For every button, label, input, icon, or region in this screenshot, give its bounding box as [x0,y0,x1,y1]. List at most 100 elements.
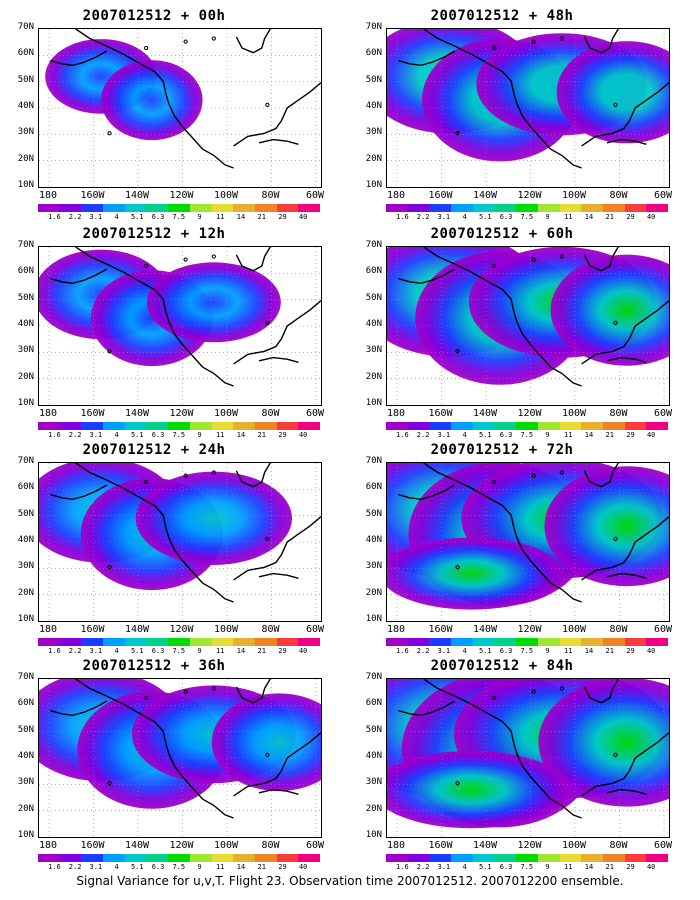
colorbar-swatch [211,854,234,862]
colorbar-label: 2.2 [68,863,82,871]
coastline [581,300,669,365]
colorbar-label: 1.6 [48,863,61,871]
panel-title: 2007012512 + 24h [82,442,226,458]
lat-tick-label: 30N [365,345,382,356]
lon-tick-label: 180 [386,624,406,635]
colorbar-swatch [407,422,430,430]
coastline [606,356,647,363]
coastline [258,138,299,145]
colorbar-label: 29 [626,863,635,871]
colorbar-label: 5.1 [130,647,144,655]
lat-tick-label: 40N [365,319,382,329]
panel-title: 2007012512 + 36h [82,658,226,674]
lon-tick-label: 60W [305,840,325,851]
colorbar-swatch [559,204,582,212]
colorbar-swatch [124,638,147,646]
colorbar-label: 29 [278,431,287,439]
colorbar-label: 29 [626,431,635,439]
colorbar-label: 7.5 [172,213,186,221]
colorbar-label: 11 [564,431,573,439]
coastline [423,247,582,387]
colorbar-swatch [472,204,495,212]
colorbar-label: 7.5 [172,863,186,871]
colorbar-label: 14 [236,863,246,871]
lat-tick-label: 60N [365,482,382,493]
lon-tick-label: 160W [80,624,105,635]
colorbar-label: 7.5 [520,647,534,655]
colorbar-swatch [211,204,234,212]
lon-tick-label: 60W [305,408,325,419]
lat-tick-label: 30N [17,777,34,788]
variance-region [544,466,669,587]
colorbar-swatch [211,422,234,430]
variance-region [211,693,321,792]
lon-tick-label: 140W [472,840,498,851]
coastline [398,268,456,285]
colorbar-swatch [276,854,299,862]
lon-tick-label: 140W [472,190,498,201]
colorbar-label: 9 [545,863,550,871]
colorbar-swatch [168,204,190,212]
lon-tick-label: 140W [124,840,150,851]
coastline [75,247,234,387]
colorbar-swatch [276,204,299,212]
coastline [235,29,271,54]
lon-tick-label: 120W [517,408,542,419]
colorbar-label: 6.3 [151,213,165,221]
colorbar-swatch [407,854,430,862]
colorbar-label: 3.1 [89,647,103,655]
colorbar-label: 29 [278,213,287,221]
coastline [581,82,669,147]
colorbar-label: 11 [216,863,225,871]
panel-title: 2007012512 + 00h [82,8,226,24]
colorbar-label: 6.3 [499,863,513,871]
colorbar-label: 21 [257,431,266,439]
variance-map [386,462,670,622]
coastline [581,516,669,581]
variance-map [386,678,670,838]
colorbar-label: 1.6 [48,431,61,439]
coastline [583,679,619,704]
lat-tick-label: 50N [365,724,382,735]
colorbar-label: 3.1 [437,213,451,221]
colorbar-swatch [451,638,473,646]
colorbar-label: 4 [462,431,467,439]
colorbar-swatch [559,854,582,862]
colorbar-swatch [276,638,299,646]
colorbar-label: 1.6 [396,431,409,439]
colorbar-label: 6.3 [151,863,165,871]
colorbar-label: 11 [216,213,225,221]
colorbar-label: 9 [197,863,202,871]
colorbar-label: 9 [545,213,550,221]
lat-tick-label: 50N [17,508,34,519]
map-panel: 2007012512 + 48h 70N 60N 50N 40N 30N 20N 10N 180… [352,8,672,221]
colorbar-label: 5.1 [478,863,492,871]
lat-tick-label: 60N [365,266,382,277]
colorbar-label: 2.2 [416,431,430,439]
colorbar-swatch [429,422,452,430]
colorbar-swatch [537,854,560,862]
lon-tick-label: 160W [428,840,453,851]
coastline [50,484,108,501]
colorbar-swatch [624,854,647,862]
lon-tick-label: 180 [38,190,58,201]
coastline [398,700,456,717]
colorbar-swatch [581,422,603,430]
colorbar-label: 7.5 [172,431,186,439]
lat-tick-label: 70N [17,672,34,682]
colorbar-swatch [386,854,408,862]
lat-tick-label: 70N [365,240,382,250]
colorbar-swatch [233,638,255,646]
lat-tick-label: 70N [365,22,382,32]
lon-tick-label: 120W [169,408,194,419]
lon-tick-label: 60W [305,190,325,201]
colorbar-swatch [124,422,147,430]
colorbar-swatch [168,422,190,430]
lon-tick-label: 160W [80,190,105,201]
colorbar-label: 14 [584,213,594,221]
colorbar-swatch [168,638,190,646]
map-canvas [387,29,669,187]
colorbar-swatch [211,638,234,646]
coastline [235,679,271,704]
colorbar-swatch [146,422,169,430]
